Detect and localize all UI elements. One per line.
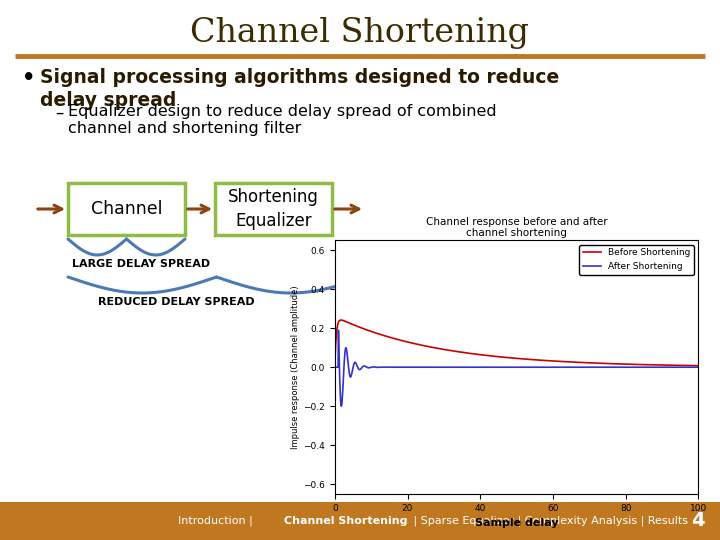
After Shortening [581,364,590,370]
Title: Channel response before and after
channel shortening: Channel response before and after channe… [426,217,608,238]
After Shortening [491,364,500,370]
After Shortening [615,364,624,370]
After Shortening [334,327,343,334]
Text: Equalizer design to reduce delay spread of combined: Equalizer design to reduce delay spread … [68,104,497,119]
Text: Channel Shortening: Channel Shortening [191,17,529,49]
Y-axis label: Impulse response (Channel amplitude): Impulse response (Channel amplitude) [292,285,300,449]
Text: 4: 4 [691,511,705,530]
After Shortening [621,364,630,370]
FancyBboxPatch shape [68,183,185,235]
FancyBboxPatch shape [215,183,332,235]
Before Shortening [368,328,377,335]
Text: REDUCED DELAY SPREAD: REDUCED DELAY SPREAD [98,297,255,307]
Text: Channel Shortening: Channel Shortening [284,516,408,526]
Text: | Sparse Equalizer | Complexity Analysis | Results: | Sparse Equalizer | Complexity Analysis… [410,516,688,526]
Text: Signal processing algorithms designed to reduce
delay spread: Signal processing algorithms designed to… [40,68,559,111]
Line: Before Shortening: Before Shortening [335,320,698,367]
Bar [0,502,720,540]
Before Shortening [621,361,629,367]
After Shortening [369,363,377,370]
Before Shortening [491,353,500,360]
Before Shortening [580,360,589,366]
Before Shortening [330,364,339,370]
Text: •: • [22,68,35,88]
Text: Introduction |: Introduction | [178,516,256,526]
Before Shortening [478,352,487,358]
After Shortening [478,364,487,370]
Legend: Before Shortening, After Shortening: Before Shortening, After Shortening [579,245,694,274]
Before Shortening [337,317,346,323]
Text: Channel: Channel [91,200,162,218]
After Shortening [330,364,339,370]
Text: –: – [55,104,63,122]
Line: After Shortening: After Shortening [335,330,698,406]
Text: channel and shortening filter: channel and shortening filter [68,121,302,136]
After Shortening [694,364,703,370]
Text: LARGE DELAY SPREAD: LARGE DELAY SPREAD [72,259,210,269]
X-axis label: Sample delay: Sample delay [475,518,558,528]
Before Shortening [694,362,703,369]
Before Shortening [614,361,623,367]
Text: Shortening
Equalizer: Shortening Equalizer [228,188,319,230]
After Shortening [337,403,346,409]
